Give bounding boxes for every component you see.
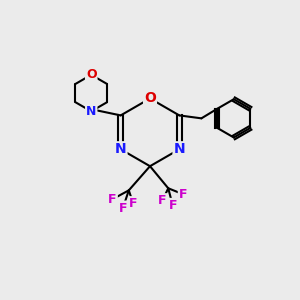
Text: F: F xyxy=(129,197,137,210)
Text: F: F xyxy=(179,188,187,201)
Text: N: N xyxy=(86,105,96,118)
Text: F: F xyxy=(119,202,127,214)
Text: N: N xyxy=(173,142,185,156)
Text: N: N xyxy=(115,142,127,156)
Text: F: F xyxy=(108,193,117,206)
Text: F: F xyxy=(158,194,166,207)
Text: O: O xyxy=(86,68,97,81)
Text: F: F xyxy=(168,199,177,212)
Text: O: O xyxy=(144,92,156,106)
